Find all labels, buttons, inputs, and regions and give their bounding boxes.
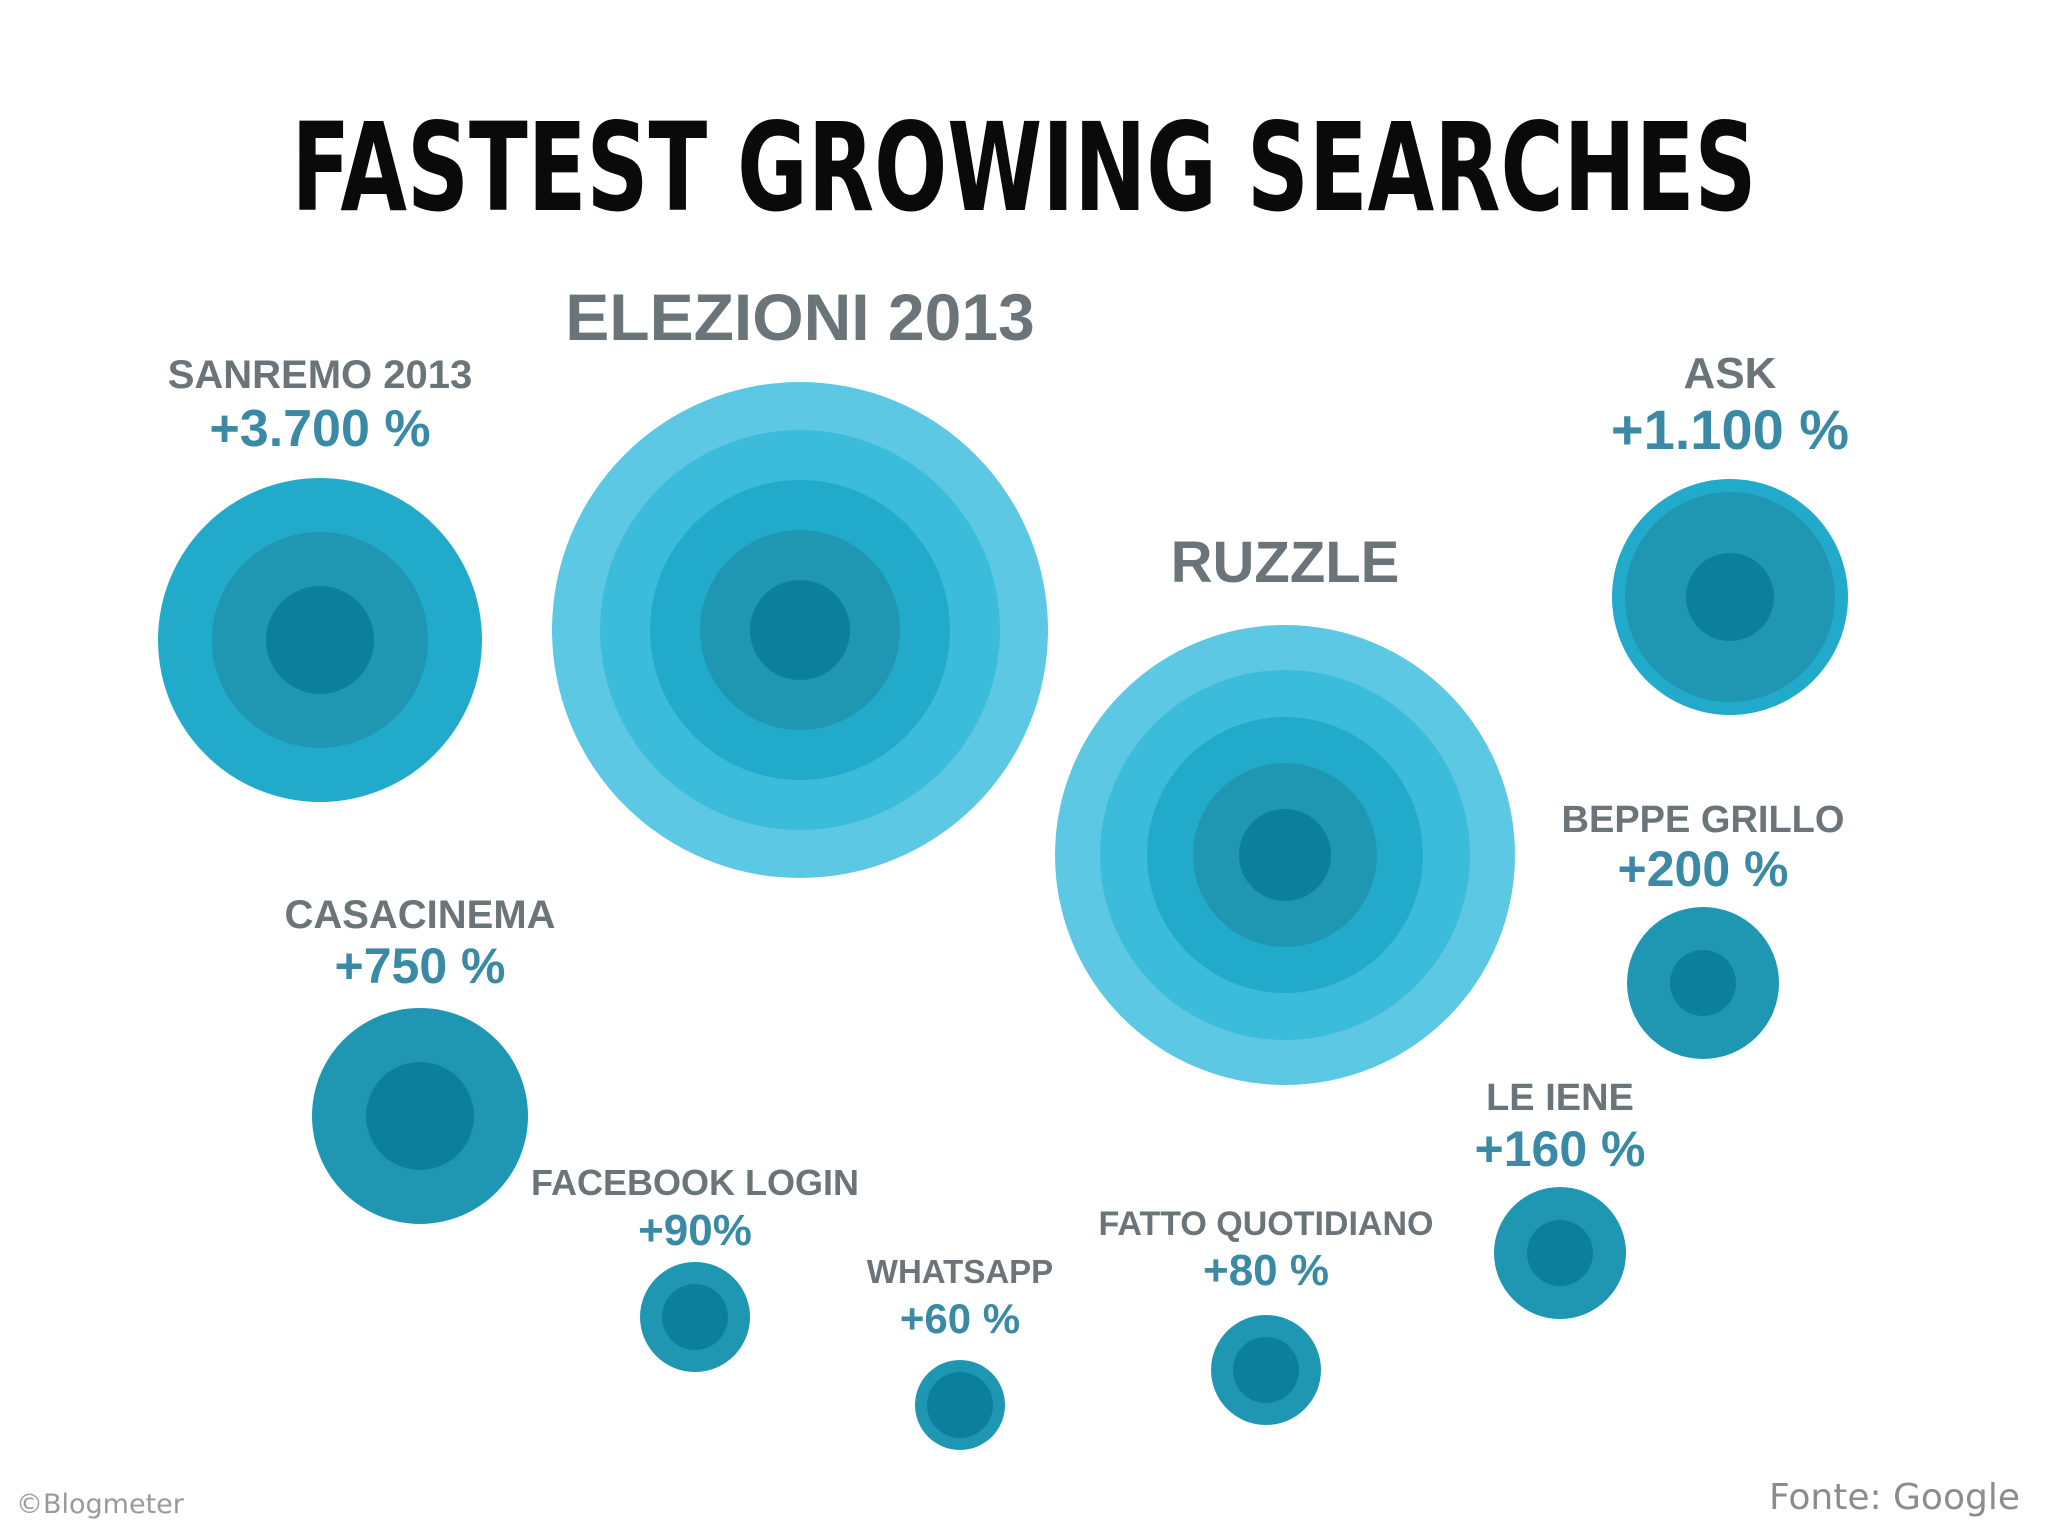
bubble-label-casacinema: CASACINEMA <box>284 893 555 937</box>
bubble-beppe-grillo-ring-2 <box>1670 950 1736 1016</box>
labels-group: SANREMO 2013+3.700 % ELEZIONI 2013 RUZZLE A… <box>168 280 1849 1342</box>
bubble-le-iene <box>1494 1187 1626 1319</box>
bubble-facebook-login-ring-2 <box>662 1284 728 1350</box>
bubble-elezioni-2013 <box>552 382 1048 878</box>
bubble-fatto-quotidiano-ring-2 <box>1233 1337 1299 1403</box>
bubble-whatsapp <box>915 1360 1005 1450</box>
chart-title: FASTEST GROWING SEARCHES <box>292 97 1757 239</box>
bubble-value-ask: +1.100 % <box>1611 398 1849 461</box>
bubble-ruzzle <box>1055 625 1515 1085</box>
bubble-value-whatsapp: +60 % <box>900 1295 1020 1342</box>
bubble-ask <box>1612 479 1848 715</box>
bubble-le-iene-ring-2 <box>1527 1220 1593 1286</box>
bubble-casacinema <box>312 1008 528 1224</box>
bubble-value-sanremo-2013: +3.700 % <box>209 400 430 458</box>
bubble-value-facebook-login: +90% <box>638 1206 752 1255</box>
bubble-label-beppe-grillo: BEPPE GRILLO <box>1562 799 1845 841</box>
bubble-casacinema-ring-2 <box>366 1062 474 1170</box>
bubble-value-fatto-quotidiano: +80 % <box>1203 1246 1329 1295</box>
bubble-value-casacinema: +750 % <box>335 938 506 994</box>
bubble-label-elezioni-2013: ELEZIONI 2013 <box>565 280 1035 354</box>
bubble-label-le-iene: LE IENE <box>1486 1077 1634 1119</box>
bubble-facebook-login <box>640 1262 750 1372</box>
bubble-label-ask: ASK <box>1684 349 1777 398</box>
bubble-value-le-iene: +160 % <box>1475 1121 1646 1177</box>
bubble-fatto-quotidiano <box>1211 1315 1321 1425</box>
bubble-label-whatsapp: WHATSAPP <box>867 1253 1053 1290</box>
bubble-elezioni-2013-ring-5 <box>750 580 850 680</box>
source-text: Fonte: Google <box>1769 1477 2020 1518</box>
bubble-label-sanremo-2013: SANREMO 2013 <box>168 353 473 397</box>
bubble-label-facebook-login: FACEBOOK LOGIN <box>531 1162 859 1203</box>
bubble-whatsapp-ring-2 <box>927 1372 993 1438</box>
credit-text: ©Blogmeter <box>16 1489 185 1520</box>
bubble-ask-ring-3 <box>1686 553 1774 641</box>
bubble-ruzzle-ring-5 <box>1239 809 1331 901</box>
bubble-beppe-grillo <box>1627 907 1779 1059</box>
bubble-value-beppe-grillo: +200 % <box>1618 841 1789 897</box>
bubble-sanremo-2013-ring-3 <box>266 586 374 694</box>
bubbles-group <box>158 382 1848 1450</box>
bubble-sanremo-2013 <box>158 478 482 802</box>
bubble-label-fatto-quotidiano: FATTO QUOTIDIANO <box>1099 1205 1434 1243</box>
bubble-label-ruzzle: RUZZLE <box>1171 530 1400 595</box>
